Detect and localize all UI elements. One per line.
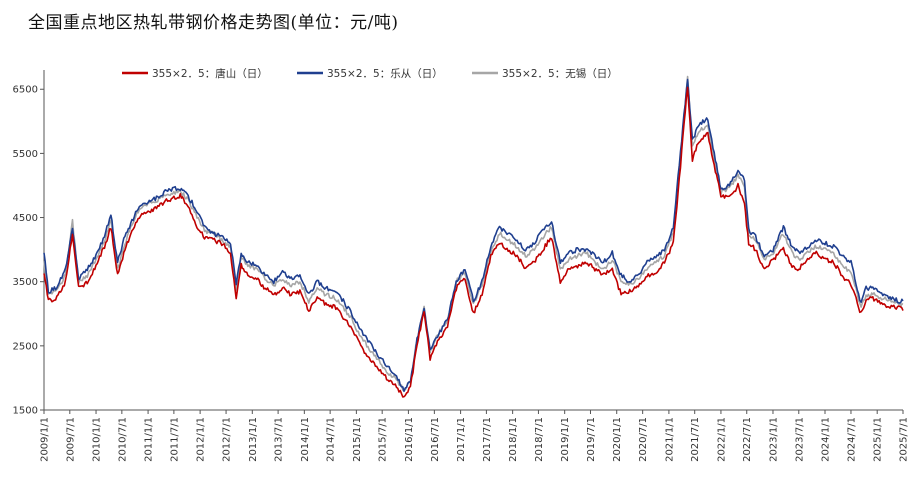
- y-tick-label: 4500: [13, 213, 38, 224]
- x-tick-label: 2025/1/1: [873, 417, 884, 462]
- chart-legend: 355×2．5：唐山（日） 355×2．5：乐从（日） 355×2．5：无锡（日）: [122, 67, 618, 80]
- x-tick-label: 2016/7/1: [430, 417, 441, 462]
- series-line-2: [43, 75, 904, 392]
- x-tick-label: 2012/7/1: [222, 417, 233, 462]
- x-tick-label: 2021/7/1: [690, 417, 701, 462]
- legend-label-1: 355×2．5：乐从（日）: [327, 68, 443, 80]
- series-line-0: [43, 86, 904, 398]
- series-line-1: [43, 78, 904, 393]
- chart-axes: 1500 2500 3500 4500 5500 6500 2009/1/1 2009/7/1…: [13, 70, 910, 462]
- x-tick-label: 2019/1/1: [560, 417, 571, 462]
- x-tick-label: 2025/7/1: [899, 417, 910, 462]
- x-tick-label: 2010/1/1: [92, 417, 103, 462]
- x-tick-label: 2017/1/1: [456, 417, 467, 462]
- x-tick-label: 2015/7/1: [378, 417, 389, 462]
- x-tick-label: 2009/7/1: [65, 417, 76, 462]
- x-tick-label: 2022/7/1: [742, 417, 753, 462]
- x-tick-label: 2009/1/1: [40, 417, 51, 462]
- x-tick-label: 2023/7/1: [794, 417, 805, 462]
- x-tick-label: 2023/1/1: [768, 417, 779, 462]
- x-tick-label: 2010/7/1: [117, 417, 128, 462]
- x-tick-label: 2014/1/1: [300, 417, 311, 462]
- x-tick-label: 2011/7/1: [169, 417, 180, 462]
- x-tick-label: 2024/1/1: [821, 417, 832, 462]
- x-tick-label: 2012/1/1: [196, 417, 207, 462]
- x-tick-label: 2013/1/1: [248, 417, 259, 462]
- x-tick-label: 2018/7/1: [534, 417, 545, 462]
- x-tick-label: 2024/7/1: [846, 417, 857, 462]
- x-tick-label: 2019/7/1: [586, 417, 597, 462]
- x-tick-label: 2021/1/1: [664, 417, 675, 462]
- x-tick-label: 2017/7/1: [482, 417, 493, 462]
- y-tick-label: 6500: [13, 85, 38, 96]
- x-tick-label: 2020/7/1: [638, 417, 649, 462]
- x-tick-label: 2013/7/1: [274, 417, 285, 462]
- chart-series-group: [43, 75, 904, 398]
- legend-label-0: 355×2．5：唐山（日）: [152, 67, 268, 80]
- y-tick-label: 2500: [13, 341, 38, 352]
- y-tick-label: 5500: [13, 149, 38, 160]
- chart-title: 全国重点地区热轧带钢价格走势图(单位：元/吨): [28, 13, 399, 33]
- x-tick-label: 2016/1/1: [404, 417, 415, 462]
- y-tick-label: 1500: [13, 406, 38, 417]
- y-tick-label: 3500: [13, 277, 38, 288]
- x-tick-label: 2011/1/1: [144, 417, 155, 462]
- x-tick-label: 2022/1/1: [716, 417, 727, 462]
- x-tick-label: 2015/1/1: [352, 417, 363, 462]
- x-tick-label: 2014/7/1: [326, 417, 337, 462]
- legend-label-2: 355×2．5：无锡（日）: [502, 67, 618, 80]
- x-tick-label: 2018/1/1: [508, 417, 519, 462]
- x-tick-label: 2020/1/1: [612, 417, 623, 462]
